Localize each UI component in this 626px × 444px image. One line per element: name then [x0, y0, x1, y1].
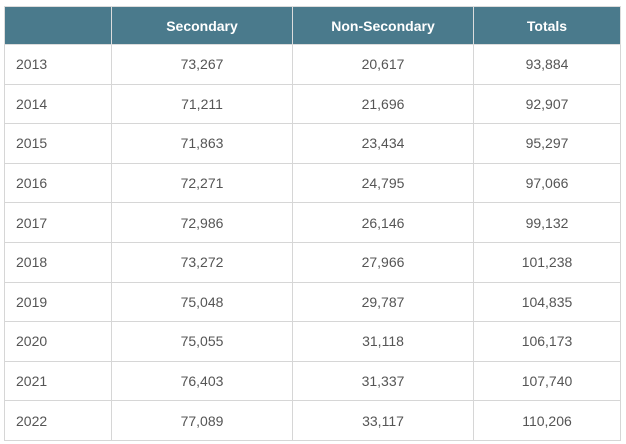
totals-cell: 92,907: [473, 83, 621, 125]
secondary-cell: 72,986: [111, 202, 293, 243]
table-row: 2015 71,863 23,434 95,297: [4, 123, 621, 164]
table-row: 2020 75,055 31,118 106,173: [4, 321, 621, 362]
year-cell: 2022: [4, 400, 112, 441]
secondary-cell: 75,055: [111, 321, 293, 362]
year-cell: 2014: [4, 83, 112, 125]
non-secondary-cell: 23,434: [292, 123, 474, 164]
table-row: 2018 73,272 27,966 101,238: [4, 241, 621, 283]
secondary-cell: 72,271: [111, 162, 293, 204]
non-secondary-cell: 33,117: [292, 400, 474, 441]
table-row: 2013 73,267 20,617 93,884: [4, 44, 621, 85]
non-secondary-cell: 27,966: [292, 241, 474, 283]
totals-cell: 110,206: [473, 400, 621, 441]
year-cell: 2015: [4, 123, 112, 164]
header-cell-year: [4, 6, 112, 45]
totals-cell: 97,066: [473, 162, 621, 204]
non-secondary-cell: 24,795: [292, 162, 474, 204]
non-secondary-cell: 31,337: [292, 360, 474, 402]
totals-cell: 93,884: [473, 44, 621, 85]
secondary-cell: 71,863: [111, 123, 293, 164]
table-row: 2017 72,986 26,146 99,132: [4, 202, 621, 243]
non-secondary-cell: 26,146: [292, 202, 474, 243]
totals-cell: 104,835: [473, 281, 621, 323]
secondary-cell: 73,272: [111, 241, 293, 283]
secondary-cell: 71,211: [111, 83, 293, 125]
table-row: 2021 76,403 31,337 107,740: [4, 360, 621, 402]
table-row: 2016 72,271 24,795 97,066: [4, 162, 621, 204]
secondary-cell: 75,048: [111, 281, 293, 323]
secondary-cell: 73,267: [111, 44, 293, 85]
non-secondary-cell: 21,696: [292, 83, 474, 125]
totals-cell: 107,740: [473, 360, 621, 402]
table-header-row: Secondary Non-Secondary Totals: [4, 6, 621, 45]
year-cell: 2020: [4, 321, 112, 362]
totals-cell: 99,132: [473, 202, 621, 243]
year-cell: 2016: [4, 162, 112, 204]
year-cell: 2019: [4, 281, 112, 323]
header-cell-non-secondary: Non-Secondary: [292, 6, 474, 45]
year-cell: 2018: [4, 241, 112, 283]
non-secondary-cell: 29,787: [292, 281, 474, 323]
secondary-cell: 76,403: [111, 360, 293, 402]
table-row: 2022 77,089 33,117 110,206: [4, 400, 621, 441]
non-secondary-cell: 20,617: [292, 44, 474, 85]
year-cell: 2013: [4, 44, 112, 85]
year-cell: 2021: [4, 360, 112, 402]
data-table-container: Secondary Non-Secondary Totals 2013 73,2…: [4, 6, 621, 441]
totals-cell: 106,173: [473, 321, 621, 362]
secondary-cell: 77,089: [111, 400, 293, 441]
year-cell: 2017: [4, 202, 112, 243]
header-cell-secondary: Secondary: [111, 6, 293, 45]
non-secondary-cell: 31,118: [292, 321, 474, 362]
header-cell-totals: Totals: [473, 6, 621, 45]
table-row: 2014 71,211 21,696 92,907: [4, 83, 621, 125]
totals-cell: 101,238: [473, 241, 621, 283]
totals-cell: 95,297: [473, 123, 621, 164]
table-row: 2019 75,048 29,787 104,835: [4, 281, 621, 323]
data-table: Secondary Non-Secondary Totals 2013 73,2…: [4, 6, 621, 441]
